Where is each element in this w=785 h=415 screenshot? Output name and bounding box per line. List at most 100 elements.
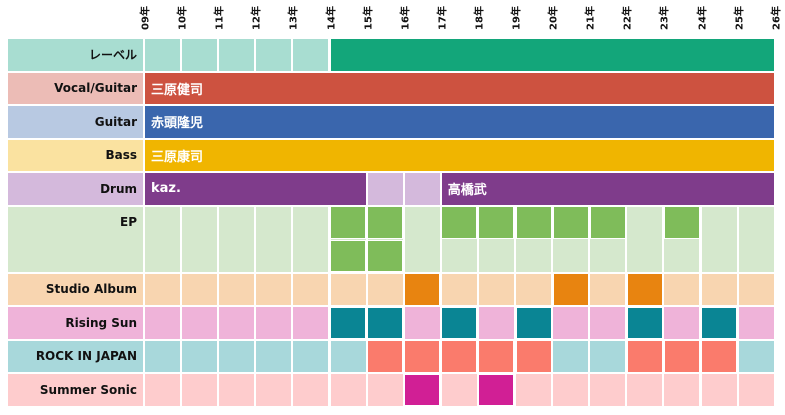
event-mark-album — [404, 273, 441, 306]
grid-cell — [144, 373, 182, 407]
event-mark-ep — [367, 239, 404, 272]
grid-cell — [255, 205, 293, 273]
grid-cell — [403, 172, 441, 206]
grid-cell — [440, 373, 478, 407]
grid-cell — [737, 205, 775, 273]
year-tick-label: 22年 — [620, 2, 634, 34]
row-label-guitar: Guitar — [7, 105, 144, 139]
year-tick-label: 23年 — [657, 2, 671, 34]
grid-cell — [292, 373, 330, 407]
grid-cell — [737, 373, 775, 407]
grid-cell — [515, 373, 553, 407]
event-mark-rsr — [330, 306, 367, 339]
grid-cell — [329, 373, 367, 407]
grid-cell — [737, 306, 775, 340]
grid-cell — [292, 38, 330, 72]
grid-cell — [589, 339, 627, 373]
grid-cell — [255, 339, 293, 373]
grid-cell — [440, 272, 478, 306]
year-tick-label: 09年 — [138, 2, 152, 34]
span-bar-vocal: 三原健司 — [144, 71, 775, 105]
grid-cell — [626, 373, 664, 407]
grid-cell — [255, 272, 293, 306]
event-mark-rsr — [367, 306, 404, 339]
grid-cell — [700, 205, 738, 273]
grid-cell — [255, 373, 293, 407]
span-bar-bass: 三原康司 — [144, 138, 775, 172]
grid-cell — [663, 373, 701, 407]
grid-cell — [366, 272, 404, 306]
event-mark-ep — [589, 206, 626, 239]
grid-cell — [663, 306, 701, 340]
year-tick-label: 20年 — [546, 2, 560, 34]
grid-cell — [700, 373, 738, 407]
grid-cell — [700, 272, 738, 306]
grid-cell — [663, 272, 701, 306]
year-tick-label: 14年 — [324, 2, 337, 34]
grid-cell — [589, 373, 627, 407]
grid-cell — [218, 272, 256, 306]
year-tick-text: 17年 — [437, 6, 449, 30]
event-mark-rij — [515, 340, 552, 373]
span-bar-guitar: 赤頭隆児 — [144, 105, 775, 139]
grid-cell — [144, 272, 182, 306]
year-tick-text: 19年 — [511, 6, 523, 30]
grid-cell — [589, 306, 627, 340]
grid-cell — [366, 373, 404, 407]
event-mark-ep — [515, 206, 552, 239]
grid-cell — [292, 339, 330, 373]
grid-cell — [144, 205, 182, 273]
grid-cell — [144, 38, 182, 72]
year-tick-text: 18年 — [474, 6, 486, 30]
grid-cell — [626, 205, 664, 273]
event-mark-rij — [367, 340, 404, 373]
event-mark-ep — [441, 206, 478, 239]
span-bar-label — [329, 38, 775, 72]
year-tick-label: 18年 — [472, 2, 486, 34]
grid-cell — [255, 38, 293, 72]
grid-cell — [403, 205, 441, 273]
grid-cell — [144, 339, 182, 373]
year-tick-text: 21年 — [585, 6, 597, 30]
grid-cell — [181, 272, 219, 306]
grid-cell — [181, 373, 219, 407]
year-tick-text: 09年 — [140, 6, 152, 30]
year-tick-label: 26年 — [769, 2, 782, 34]
event-mark-album — [552, 273, 589, 306]
grid-cell — [366, 172, 404, 206]
year-tick-text: 20年 — [548, 6, 560, 30]
year-tick-label: 21年 — [583, 2, 597, 34]
year-tick-text: 11年 — [214, 6, 226, 30]
event-mark-rij — [626, 340, 663, 373]
year-tick-label: 24年 — [695, 2, 708, 34]
grid-cell — [218, 306, 256, 340]
event-mark-rsr — [441, 306, 478, 339]
event-mark-rij — [663, 340, 700, 373]
grid-cell — [589, 272, 627, 306]
year-tick-label: 12年 — [249, 2, 263, 34]
grid-cell — [552, 306, 590, 340]
grid-cell — [181, 205, 219, 273]
year-tick-text: 24年 — [697, 6, 708, 30]
event-mark-rij — [478, 340, 515, 373]
grid-cell — [292, 306, 330, 340]
year-tick-text: 14年 — [326, 6, 337, 30]
event-mark-rsr — [701, 306, 738, 339]
year-tick-label: 10年 — [175, 2, 189, 34]
year-tick-text: 25年 — [734, 6, 746, 30]
event-mark-ep — [663, 206, 700, 239]
grid-cell — [552, 339, 590, 373]
event-mark-ep — [552, 206, 589, 239]
grid-cell — [292, 272, 330, 306]
event-mark-ep — [330, 239, 367, 272]
event-mark-rij — [441, 340, 478, 373]
grid-cell — [218, 339, 256, 373]
year-tick-label: 15年 — [361, 2, 374, 34]
event-mark-ep — [367, 206, 404, 239]
year-tick-label: 16年 — [398, 2, 411, 34]
grid-cell — [552, 373, 590, 407]
row-label-drum: Drum — [7, 172, 144, 206]
year-tick-text: 12年 — [251, 6, 263, 30]
event-mark-rsr — [515, 306, 552, 339]
